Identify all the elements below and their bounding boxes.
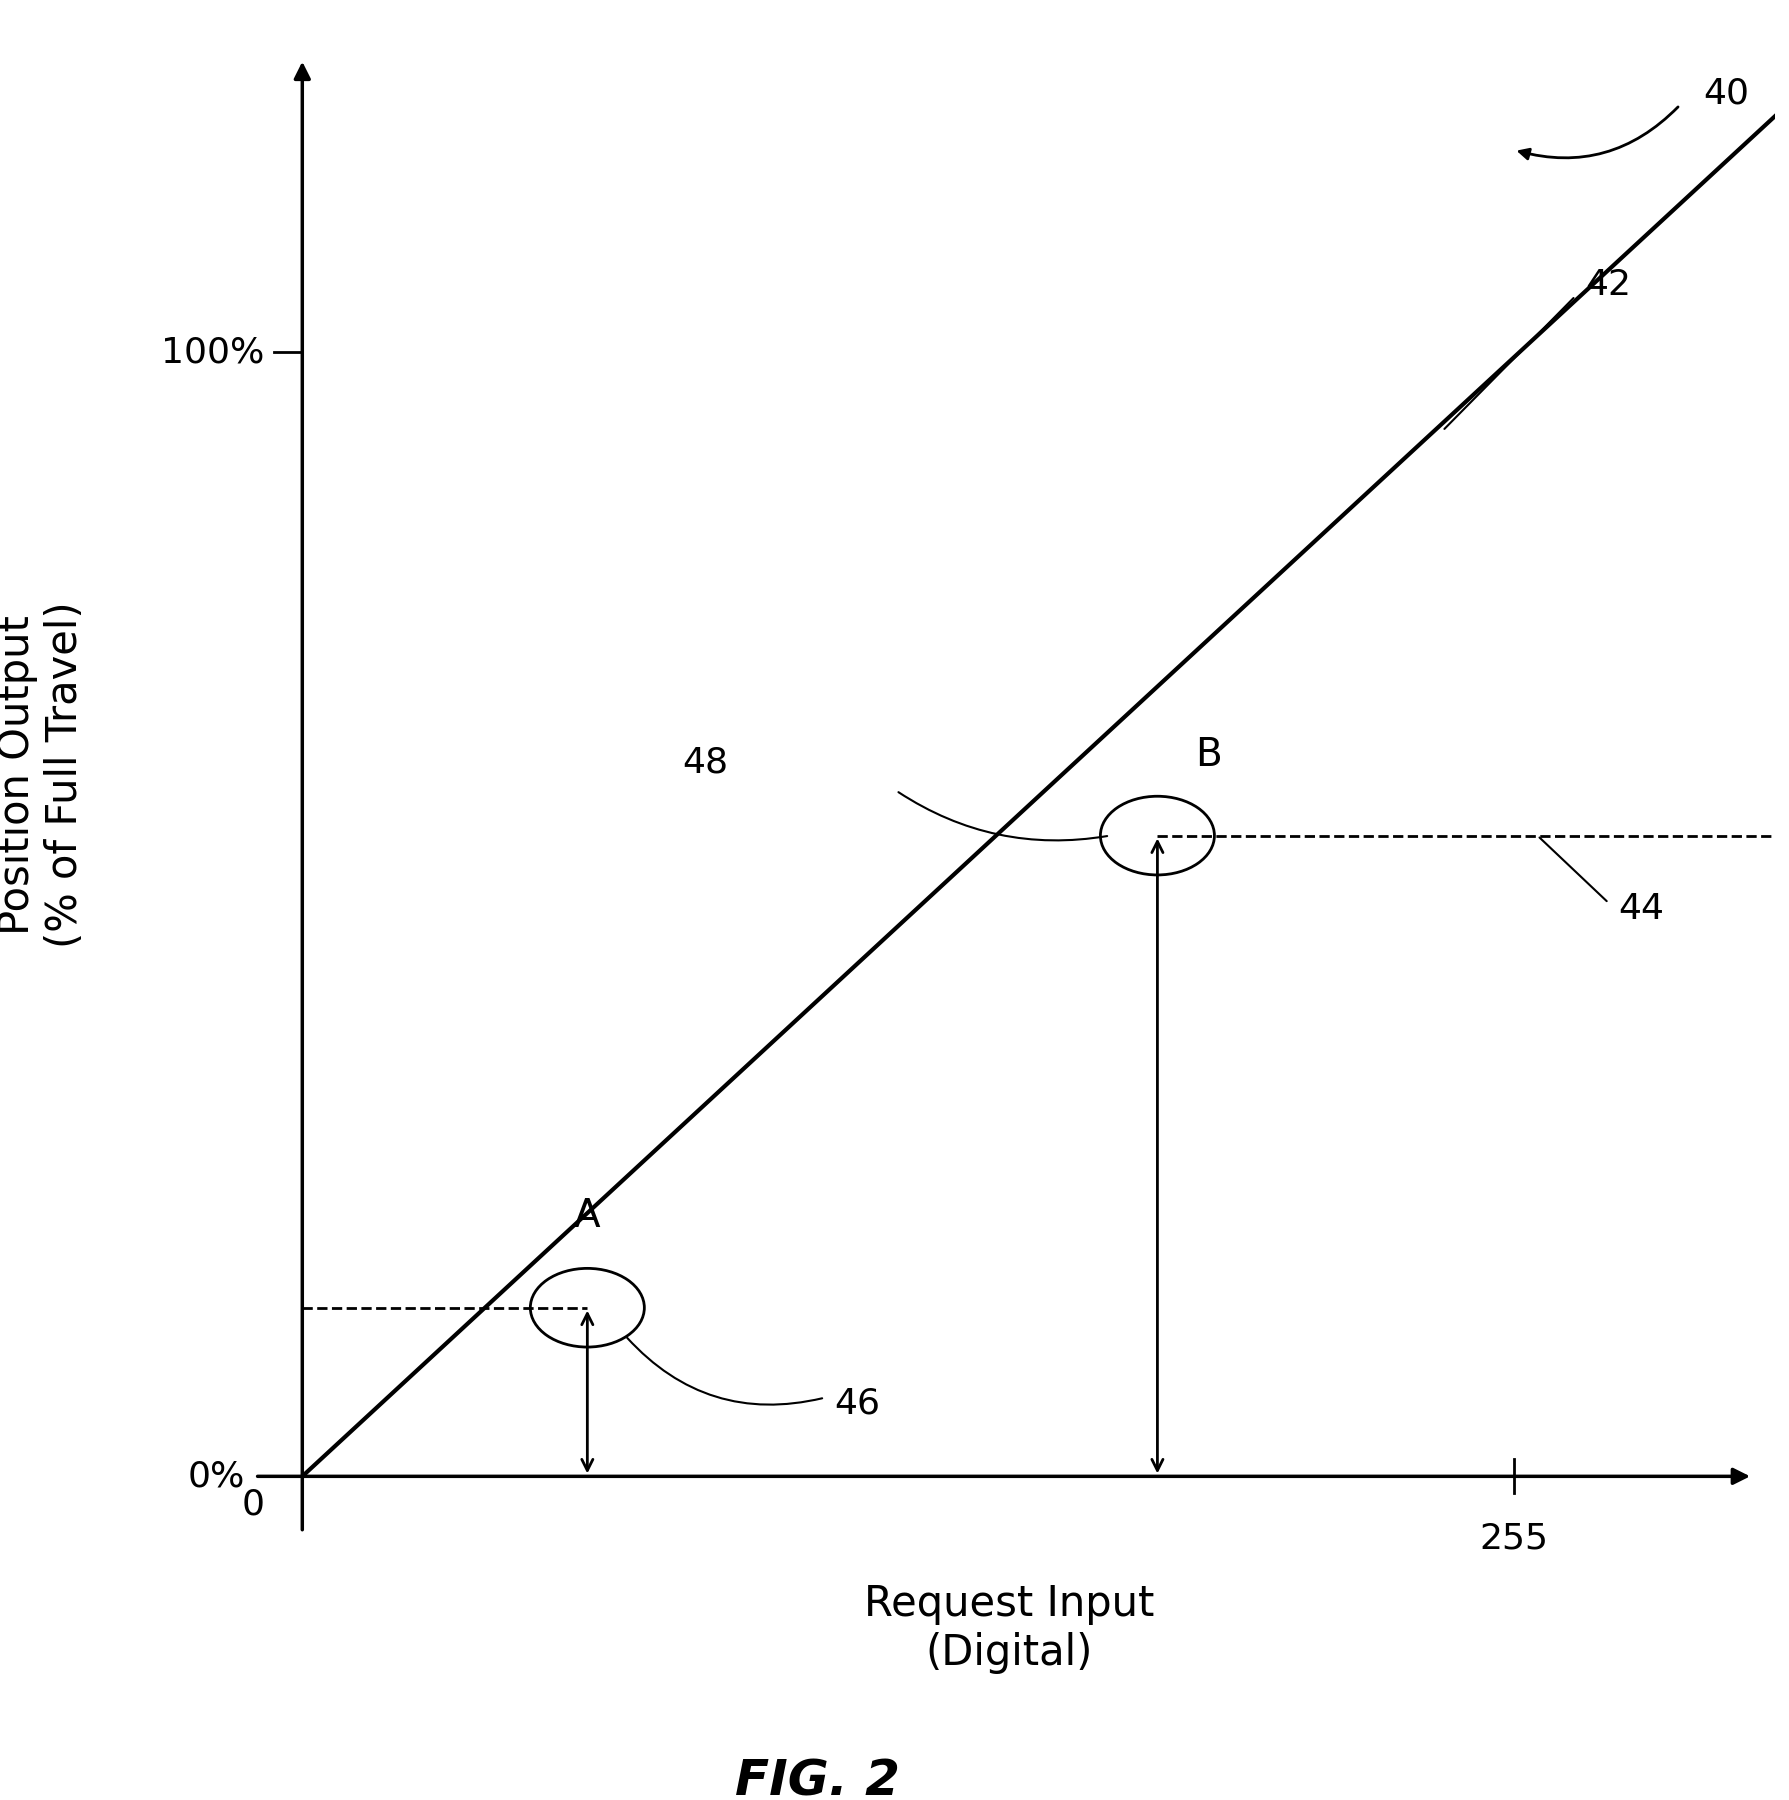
Text: 0%: 0% xyxy=(188,1460,245,1494)
Text: FIG. 2: FIG. 2 xyxy=(735,1757,900,1800)
Text: 42: 42 xyxy=(1583,268,1630,302)
Text: 48: 48 xyxy=(682,745,728,779)
Text: 46: 46 xyxy=(834,1386,880,1420)
Text: Request Input
(Digital): Request Input (Digital) xyxy=(864,1584,1154,1674)
Text: 0: 0 xyxy=(242,1487,265,1521)
Text: 40: 40 xyxy=(1703,77,1750,110)
Text: 255: 255 xyxy=(1478,1521,1547,1555)
Text: A: A xyxy=(574,1197,601,1235)
Text: 100%: 100% xyxy=(161,335,265,369)
Text: Position Output
(% of Full Travel): Position Output (% of Full Travel) xyxy=(0,601,86,949)
Text: B: B xyxy=(1195,736,1222,774)
Text: 44: 44 xyxy=(1617,891,1664,925)
